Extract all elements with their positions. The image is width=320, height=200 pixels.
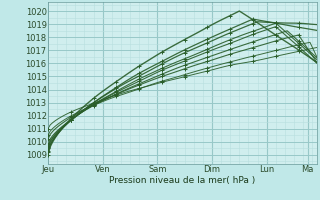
X-axis label: Pression niveau de la mer( hPa ): Pression niveau de la mer( hPa ) [109,176,256,185]
